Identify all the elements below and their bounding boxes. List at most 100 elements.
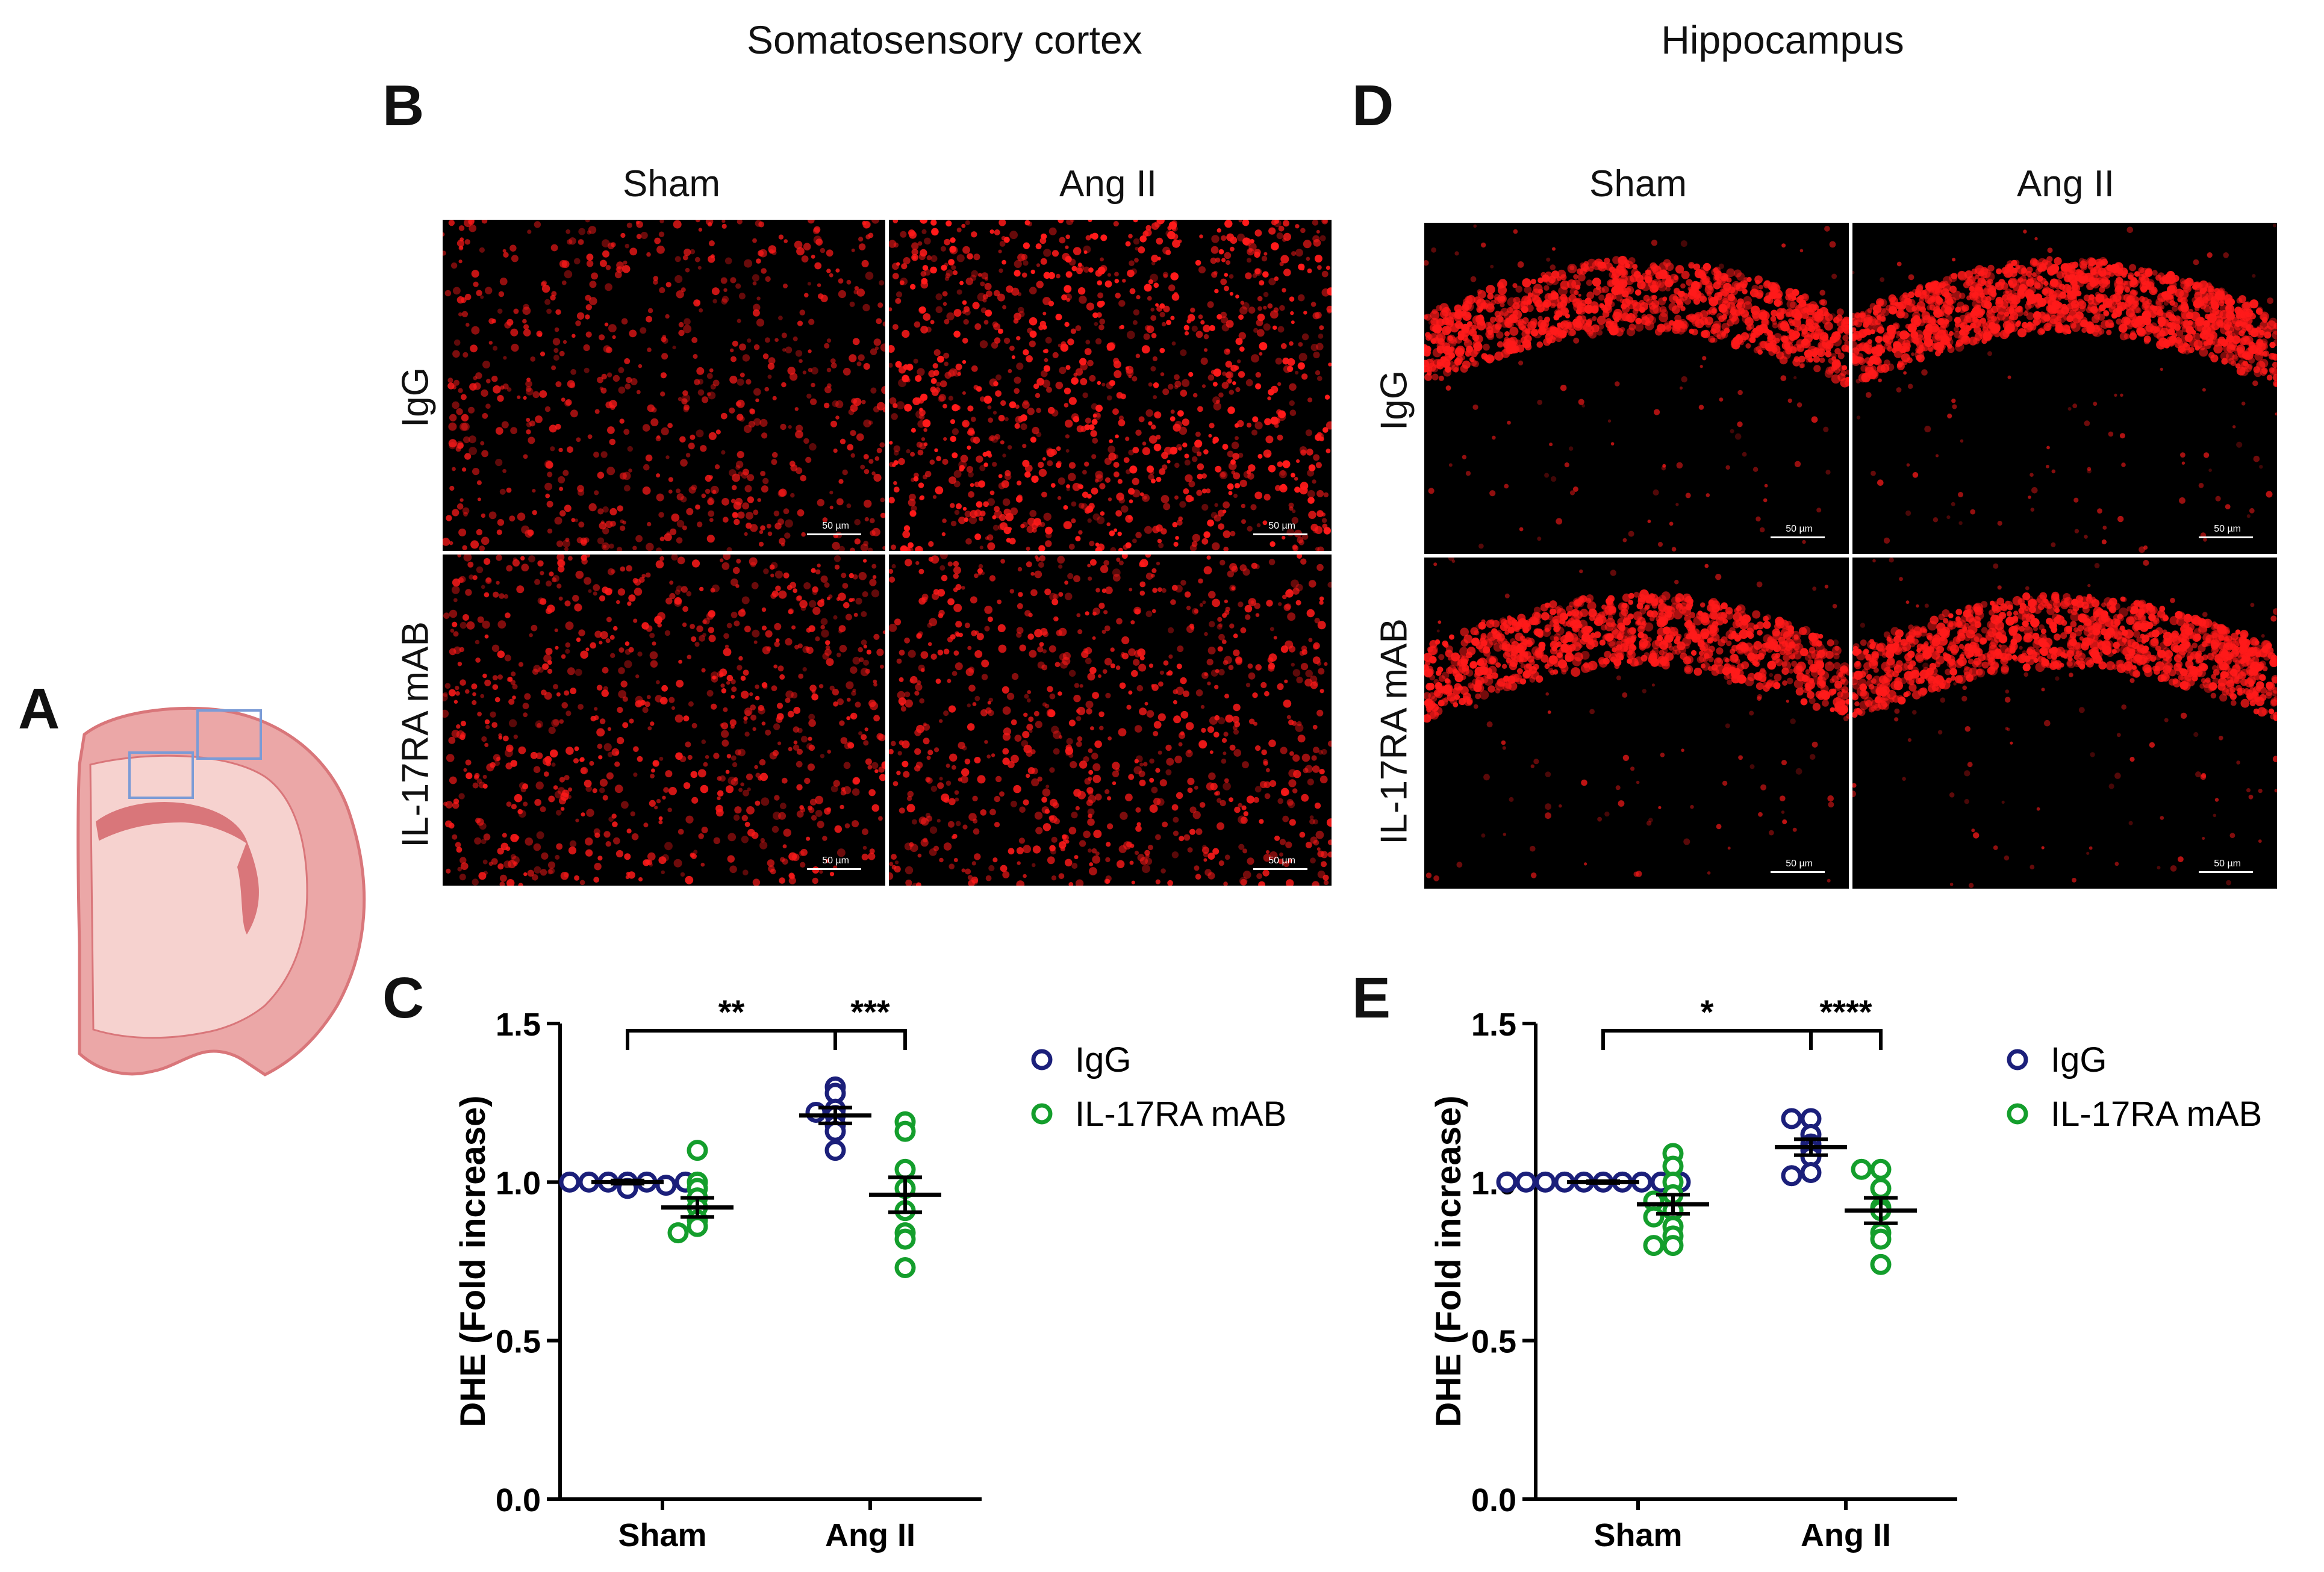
micrograph-hippo-sham-mab: 50 µm (1424, 558, 1849, 889)
cortex-layer (89, 754, 308, 1039)
legend-label: IgG (1075, 1040, 1132, 1080)
data-point (824, 1120, 846, 1142)
row-label-d-mab: IL-17RA mAB (1373, 618, 1415, 845)
y-tick-label: 0.0 (496, 1482, 541, 1518)
legend-label: IL-17RA mAB (2051, 1095, 2262, 1134)
significance-label: **** (1819, 993, 1872, 1031)
significance-bracket (626, 1029, 837, 1050)
y-tick-label: 1.5 (496, 1007, 541, 1043)
roi-box-cortex (196, 709, 262, 760)
cell-texture (1424, 224, 1849, 551)
cell-texture (889, 555, 1332, 886)
significance-label: *** (850, 993, 890, 1031)
data-point (894, 1228, 916, 1250)
panel-letter-b: B (382, 73, 425, 138)
cell-texture (889, 220, 1332, 551)
data-point (667, 1222, 689, 1244)
panel-letter-a: A (18, 677, 60, 741)
panel-letter-c: C (382, 966, 425, 1030)
scale-bar (1771, 536, 1825, 538)
legend-marker (2007, 1103, 2028, 1125)
data-point (1643, 1235, 1665, 1257)
cell-texture (1424, 558, 1849, 883)
legend-label: IgG (2051, 1040, 2107, 1080)
micrograph-cortex-sham-igg: 50 µm (443, 220, 885, 551)
micrograph-hippo-sham-igg: 50 µm (1424, 223, 1849, 554)
data-point (1800, 1162, 1822, 1184)
legend-marker (2007, 1049, 2028, 1070)
micrograph-cortex-angii-igg: 50 µm (889, 220, 1332, 551)
data-point (1515, 1171, 1537, 1193)
y-tick-label: 1.5 (1471, 1007, 1516, 1043)
panel-letter-d: D (1352, 73, 1394, 138)
brain-schematic (76, 706, 366, 1076)
data-point (655, 1175, 677, 1196)
x-tick-label: Sham (1593, 1517, 1682, 1553)
data-point (1870, 1228, 1892, 1250)
significance-label: * (1701, 993, 1714, 1031)
data-point (1870, 1158, 1892, 1180)
x-tick-label: Sham (618, 1517, 706, 1553)
cell-texture (1852, 558, 2277, 888)
roi-box-hippocampus (128, 751, 194, 799)
scale-bar-label: 50 µm (822, 856, 849, 866)
data-point (1870, 1178, 1892, 1199)
y-tick-label: 0.0 (1471, 1482, 1516, 1518)
data-point (1662, 1235, 1684, 1257)
y-axis-label: DHE (Fold increase) (1429, 1095, 1468, 1427)
scale-bar (1771, 871, 1825, 873)
significance-bracket (1809, 1029, 1883, 1050)
legend-label: IL-17RA mAB (1075, 1095, 1286, 1134)
scale-bar-label: 50 µm (2214, 859, 2241, 869)
scale-bar (1253, 533, 1307, 535)
data-point (1496, 1171, 1518, 1193)
col-label-d-angii: Ang II (2017, 163, 2114, 205)
hippocampus-arc (237, 841, 259, 935)
data-point (1851, 1158, 1872, 1180)
micrograph-cortex-sham-mab: 50 µm (443, 555, 885, 886)
panel-letter-e: E (1352, 966, 1391, 1030)
cell-texture (1852, 223, 2277, 553)
scale-bar (2199, 871, 2253, 873)
significance-bracket (833, 1029, 907, 1050)
data-point (687, 1216, 708, 1237)
y-tick-label: 1.0 (496, 1165, 541, 1201)
cell-texture (443, 555, 885, 886)
x-tick-label: Ang II (825, 1517, 915, 1553)
data-point (894, 1257, 916, 1279)
data-point (1870, 1254, 1892, 1275)
scale-bar-label: 50 µm (1268, 856, 1295, 866)
micrograph-hippo-angii-igg: 50 µm (1852, 223, 2277, 554)
scale-bar-label: 50 µm (1786, 524, 1813, 534)
row-label-d-igg: IgG (1373, 370, 1415, 430)
col-label-b-sham: Sham (623, 163, 720, 205)
chart-c: 0.0 0.5 1.0 1.5 DHE (Fold increase) Sham Ang I… (453, 993, 1286, 1553)
scale-bar (1253, 868, 1307, 870)
scale-bar-label: 50 µm (1268, 521, 1295, 531)
scale-bar-label: 50 µm (2214, 524, 2241, 534)
data-point (1534, 1171, 1556, 1193)
scale-bar (807, 533, 861, 535)
x-tick-label: Ang II (1801, 1517, 1891, 1553)
scale-bar (2199, 536, 2253, 538)
data-point (824, 1140, 846, 1161)
micrograph-cortex-angii-mab: 50 µm (889, 555, 1332, 886)
y-tick-label: 0.5 (1471, 1324, 1516, 1360)
col-label-b-angii: Ang II (1059, 163, 1157, 205)
data-point (894, 1158, 916, 1180)
title-somatosensory: Somatosensory cortex (747, 17, 1142, 62)
scale-bar (807, 868, 861, 870)
row-label-b-mab: IL-17RA mAB (394, 621, 437, 848)
scale-bar-label: 50 µm (1786, 859, 1813, 869)
data-point (559, 1171, 581, 1193)
title-hippocampus: Hippocampus (1661, 17, 1904, 62)
legend-marker (1031, 1103, 1053, 1125)
significance-label: ** (718, 993, 745, 1031)
scale-bar-label: 50 µm (822, 521, 849, 531)
legend-marker (1031, 1049, 1053, 1070)
y-axis-label: DHE (Fold increase) (453, 1095, 493, 1427)
row-label-b-igg: IgG (394, 367, 437, 427)
data-point (1781, 1108, 1802, 1129)
significance-bracket (1601, 1029, 1813, 1050)
